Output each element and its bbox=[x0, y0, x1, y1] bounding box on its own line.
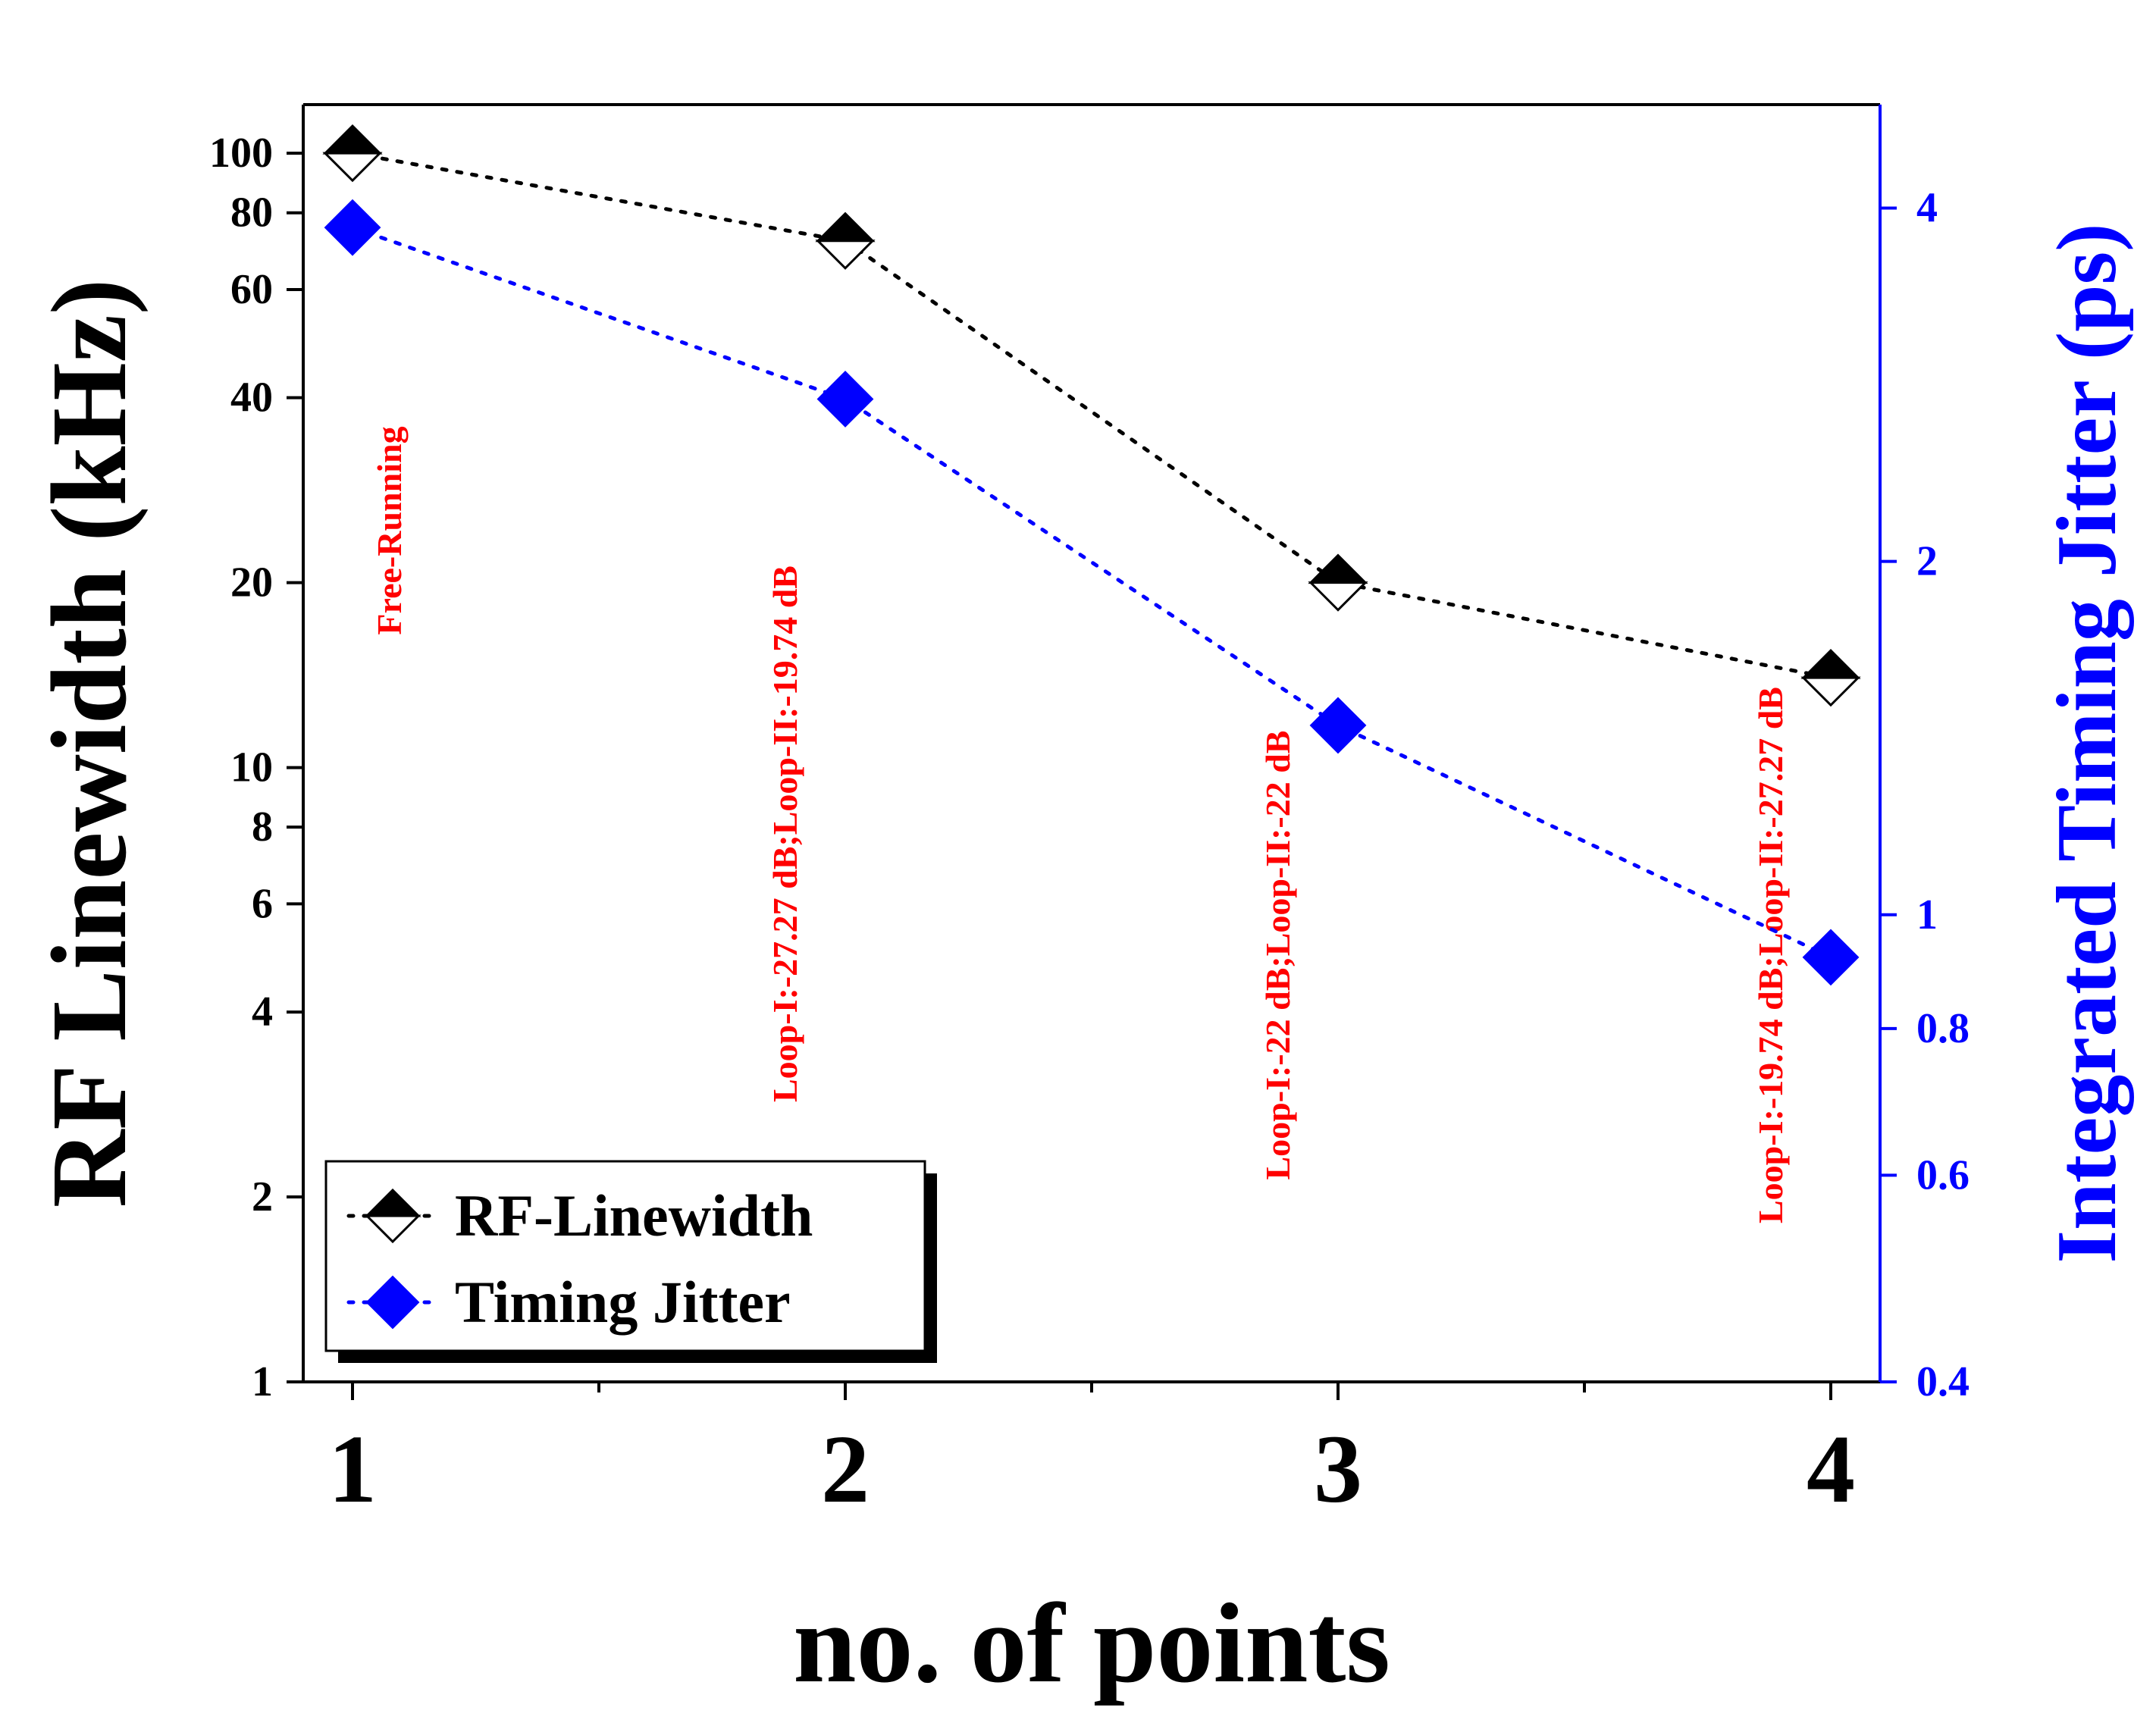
timing-jitter-point bbox=[1309, 697, 1367, 754]
left-y-tick-label: 80 bbox=[230, 190, 273, 237]
left-y-axis-title: RF Linewidth (kHz) bbox=[29, 279, 149, 1208]
rf-linewidth-line bbox=[350, 151, 1833, 680]
right-y-tick-label: 0.4 bbox=[1916, 1358, 1970, 1405]
x-tick-label: 2 bbox=[821, 1415, 870, 1523]
marker-top-half bbox=[322, 124, 383, 155]
timing-jitter-point bbox=[1802, 929, 1860, 986]
right-y-axis-title: Integrated Timing Jitter (ps) bbox=[2040, 224, 2134, 1264]
marker-bottom-half bbox=[815, 240, 876, 270]
rf-linewidth-point bbox=[815, 211, 876, 270]
legend-box bbox=[324, 1160, 926, 1352]
right-y-tick-label: 1 bbox=[1916, 891, 1938, 938]
x-axis-title: no. of points bbox=[793, 1580, 1390, 1706]
annotation-label: Loop-I:-22 dB;Loop-II:-22 dB bbox=[1258, 731, 1297, 1180]
x-tick-label: 1 bbox=[328, 1415, 377, 1523]
legend-marker-timing-jitter bbox=[365, 1275, 420, 1330]
right-y-tick-label: 4 bbox=[1916, 184, 1938, 231]
timing-jitter-point bbox=[324, 199, 381, 256]
legend-entry-label: RF-Linewidth bbox=[455, 1183, 813, 1248]
marker-bottom-half bbox=[1800, 676, 1861, 707]
legend-entry-label: Timing Jitter bbox=[455, 1269, 791, 1335]
x-tick-label: 3 bbox=[1314, 1415, 1362, 1523]
timing-jitter-line bbox=[350, 225, 1833, 960]
right-y-tick-label: 2 bbox=[1916, 538, 1938, 585]
left-y-tick-label: 40 bbox=[230, 374, 273, 421]
marker-bottom-half bbox=[1308, 581, 1368, 612]
left-y-tick-label: 1 bbox=[252, 1358, 273, 1405]
right-y-tick-label: 0.8 bbox=[1916, 1005, 1970, 1052]
left-y-tick-label: 2 bbox=[252, 1173, 273, 1220]
timing-jitter-point bbox=[816, 371, 874, 428]
marker-top-half bbox=[815, 211, 876, 243]
marker-bottom-half bbox=[364, 1214, 421, 1244]
right-y-tick-label: 0.6 bbox=[1916, 1151, 1970, 1198]
left-y-tick-label: 20 bbox=[230, 559, 273, 606]
marker-bottom-half bbox=[322, 152, 383, 183]
legend-marker-rf-linewidth bbox=[364, 1188, 421, 1244]
left-y-tick-label: 60 bbox=[230, 266, 273, 313]
rf-linewidth-point bbox=[1800, 649, 1861, 707]
left-y-tick-label: 100 bbox=[209, 130, 273, 177]
rf-linewidth-point bbox=[322, 124, 383, 183]
marker-top-half bbox=[1800, 649, 1861, 679]
left-y-tick-label: 10 bbox=[230, 744, 273, 791]
rf-linewidth-point bbox=[1308, 553, 1368, 612]
annotation-label: Loop-I:-19.74 dB;Loop-II:-27.27 dB bbox=[1751, 687, 1790, 1223]
left-y-tick-label: 8 bbox=[252, 804, 273, 851]
left-y-tick-label: 4 bbox=[252, 988, 273, 1035]
x-tick-label: 4 bbox=[1807, 1415, 1855, 1523]
annotation-label: Free-Running bbox=[370, 426, 409, 634]
left-y-tick-label: 6 bbox=[252, 880, 273, 927]
annotation-label: Loop-I:-27.27 dB;Loop-II:-19.74 dB bbox=[766, 565, 804, 1102]
